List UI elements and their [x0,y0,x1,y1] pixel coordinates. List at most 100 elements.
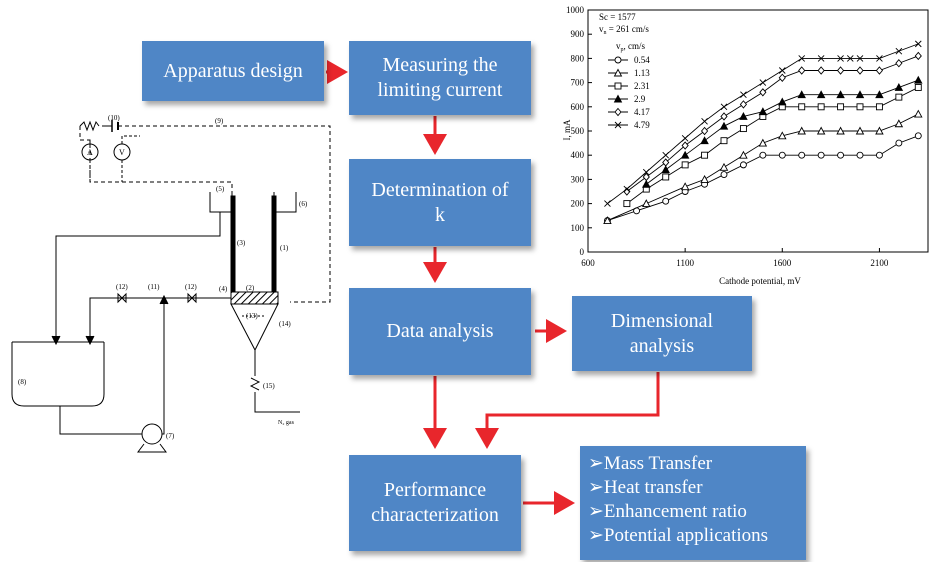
label-3: (3) [237,239,246,247]
valve-15 [249,377,261,391]
data-point [662,197,670,205]
data-point [856,66,864,75]
y-tick-label: 900 [571,29,585,39]
data-point [798,55,806,62]
data-point [719,162,729,171]
data-point [701,151,709,159]
data-point [856,55,864,62]
data-point [739,150,748,159]
measuring-line2: limiting current [377,79,503,101]
data-point [914,40,922,48]
series-line [626,87,919,204]
data-point [895,139,903,147]
voltmeter-letter: V [119,148,125,157]
arrow-dimensional-to-performance [475,372,660,449]
gas-distributor-cone [230,303,279,352]
data-point [739,125,747,133]
data-point [914,83,922,91]
data-point [895,59,903,68]
label-4: (4) [219,285,228,293]
data-point [642,199,651,208]
legend-label: 4.79 [634,120,650,130]
data-point [623,185,631,193]
dimensional-line1: Dimensional [610,309,714,332]
series-4.17 [623,51,922,196]
data-point [739,161,747,169]
data-point [837,103,845,111]
data-point [914,132,922,140]
data-point [681,141,689,150]
series-line [607,135,919,221]
valve-12a [117,292,127,304]
data-point [778,67,786,74]
data-point [681,161,689,169]
data-point [914,109,923,118]
data-point [875,66,884,75]
chart-series [603,40,923,224]
data-point [836,126,845,135]
data-point [837,151,845,159]
data-point [778,97,787,106]
y-tick-label: 400 [571,150,585,160]
label-7: (7) [166,432,175,440]
x-tick-label: 1100 [676,258,694,268]
legend-entry: 1.13 [608,68,650,78]
data-point [836,90,845,99]
apparatus-design-box: Apparatus design [142,41,324,101]
data-point [739,112,748,120]
series-2.9 [642,75,923,188]
data-point [817,55,825,62]
label-11: (11) [148,283,160,291]
data-point [614,121,622,129]
data-point [758,138,768,147]
reservoir-8 [11,342,105,407]
legend-label: 4.17 [634,107,650,117]
data-point [701,118,708,125]
data-point [797,90,806,99]
data-point [720,112,728,121]
data-point [623,200,631,208]
chart-axes: 0 100 200 300 400 500 600 700 800 900 1000 600 1100 1… [566,5,929,268]
label-2: (2) [246,284,255,292]
valve-12b [187,292,197,304]
data-point [817,151,825,159]
data-point [914,51,922,61]
data-point [759,88,767,97]
measuring-limiting-current-box: Measuring the limiting current [349,41,531,115]
data-point [720,137,728,145]
performance-line2: characterization [371,504,499,526]
data-point [603,216,612,224]
measuring-line1: Measuring the [382,54,498,76]
label-12a: (12) [116,283,128,291]
data-point [739,100,748,109]
y-tick-label: 500 [571,126,585,136]
x-tick-label: 600 [581,258,595,268]
limiting-current-chart: 0 100 200 300 400 500 600 700 800 900 1000 600 1100 1… [562,5,929,286]
data-point [837,55,844,62]
data-point [875,103,883,111]
data-point [614,107,622,117]
data-point [642,172,650,182]
x-tick-label: 2100 [870,258,889,268]
data-point [895,47,903,55]
data-point [680,182,690,191]
performance-line1: Performance [383,479,487,501]
performance-characterization-box: Performance characterization [349,455,521,551]
data-analysis-box: Data analysis [349,288,531,375]
application-item: ➢Mass Transfer [588,453,713,474]
sc-label: Sc = 1577 [599,12,636,22]
applications-box: ➢Mass Transfer ➢Heat transfer ➢Enhanceme… [580,446,806,560]
data-point [875,151,883,159]
label-6: (6) [299,200,308,208]
chart-legend: 0.54 1.13 2.31 2.9 4.17 4.79 [608,55,650,130]
x-axis-label: Cathode potential, mV [719,276,801,286]
legend-entry: 4.79 [608,120,650,130]
label-5: (5) [216,185,225,193]
series-line [607,43,919,204]
determination-of-k-box: Determination of k [349,159,531,246]
data-point [681,134,689,142]
data-point [894,82,904,91]
legend-entry: 4.17 [608,107,650,117]
arrow-bullet-icon: ➢ [588,477,604,498]
